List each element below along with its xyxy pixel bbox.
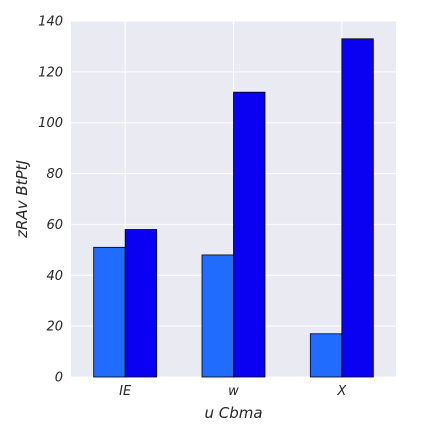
y-tick-label: 140 bbox=[38, 15, 63, 30]
y-tick-label: 20 bbox=[46, 320, 63, 335]
y-axis-title: zRAv BtPtJ bbox=[13, 160, 31, 239]
y-tick-label: 40 bbox=[46, 269, 63, 284]
bars bbox=[93, 38, 374, 378]
bar-series-0-X bbox=[309, 333, 343, 378]
bar-series-0-IE bbox=[93, 246, 126, 378]
x-tick-label: IE bbox=[119, 384, 132, 399]
x-tick-label: w bbox=[228, 384, 239, 399]
y-tick-label: 100 bbox=[38, 116, 63, 131]
y-tick-label: 60 bbox=[46, 218, 63, 233]
y-tick-labels: 0 20 40 60 80 100 120 140 bbox=[38, 15, 63, 386]
y-tick-label: 120 bbox=[38, 65, 63, 80]
bar-series-0-w bbox=[201, 254, 234, 378]
y-tick-label: 80 bbox=[46, 167, 63, 182]
bar-series-1-w bbox=[233, 91, 266, 378]
bar-series-1-X bbox=[341, 38, 374, 378]
bar-series-1-IE bbox=[124, 229, 158, 378]
x-axis-title: u Cbma bbox=[204, 404, 262, 422]
x-tick-label: X bbox=[336, 384, 347, 399]
y-tick-label: 0 bbox=[55, 371, 63, 386]
x-tick-labels: IE w X bbox=[119, 384, 347, 399]
